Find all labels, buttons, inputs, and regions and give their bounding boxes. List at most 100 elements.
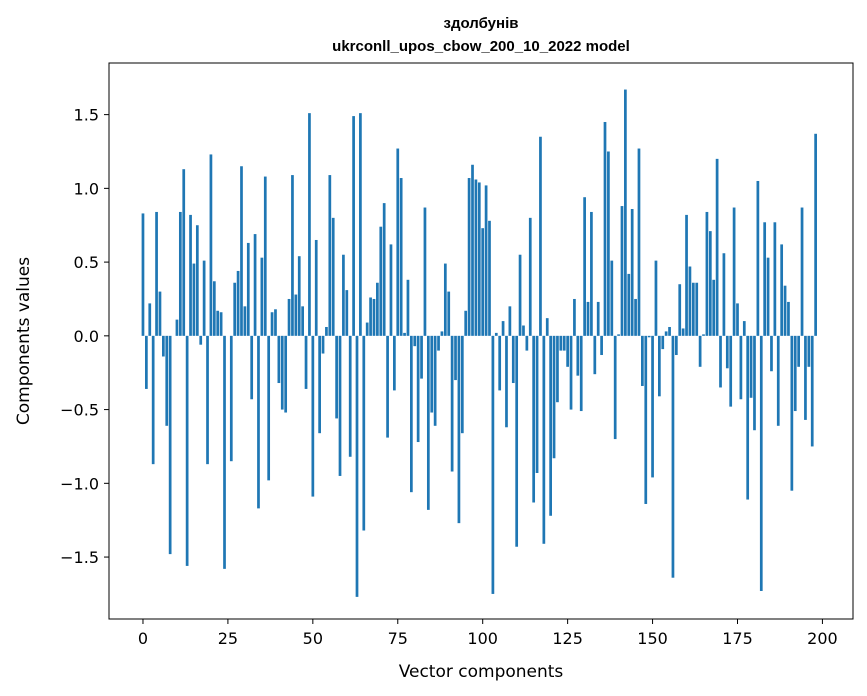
bar-component-160 bbox=[685, 214, 688, 336]
bar-component-1 bbox=[145, 335, 148, 389]
bar-component-82 bbox=[420, 335, 423, 379]
bar-component-181 bbox=[756, 180, 760, 336]
x-tick-label: 200 bbox=[807, 629, 838, 648]
bar-component-70 bbox=[379, 226, 383, 336]
x-tick-label: 125 bbox=[552, 629, 583, 648]
bar-component-178 bbox=[746, 335, 750, 500]
bar-component-156 bbox=[671, 335, 675, 578]
bar-component-134 bbox=[596, 301, 600, 336]
bar-component-51 bbox=[314, 239, 318, 336]
bar-component-105 bbox=[498, 335, 502, 391]
bar-component-22 bbox=[216, 310, 220, 336]
bar-component-98 bbox=[474, 179, 478, 336]
bar-component-29 bbox=[240, 166, 243, 336]
bar-component-72 bbox=[386, 335, 389, 438]
bar-component-165 bbox=[702, 334, 705, 336]
bar-component-186 bbox=[773, 222, 777, 336]
bar-component-133 bbox=[593, 335, 597, 375]
bar-component-78 bbox=[406, 279, 410, 336]
bar-component-192 bbox=[793, 335, 797, 412]
bar-component-136 bbox=[603, 121, 607, 336]
bar-component-49 bbox=[308, 113, 311, 336]
bar-component-117 bbox=[539, 136, 542, 336]
bar-component-113 bbox=[525, 335, 529, 351]
bar-component-90 bbox=[447, 291, 451, 336]
bar-component-193 bbox=[797, 335, 800, 367]
y-tick-label: 1.0 bbox=[74, 179, 99, 198]
bar-component-101 bbox=[484, 185, 488, 336]
bar-component-28 bbox=[236, 270, 240, 336]
bar-component-92 bbox=[454, 335, 457, 381]
bar-component-102 bbox=[488, 220, 491, 336]
bar-component-172 bbox=[725, 335, 729, 369]
bar-component-54 bbox=[325, 326, 328, 336]
bar-component-65 bbox=[362, 335, 366, 531]
bar-component-79 bbox=[410, 335, 413, 493]
bar-component-47 bbox=[301, 306, 304, 336]
bar-component-151 bbox=[654, 260, 658, 336]
bar-component-4 bbox=[155, 211, 158, 336]
x-tick-label: 75 bbox=[388, 629, 408, 648]
bar-component-31 bbox=[246, 242, 250, 336]
bar-component-77 bbox=[403, 332, 406, 336]
x-tick-label: 25 bbox=[218, 629, 238, 648]
x-axis-label: Vector components bbox=[399, 662, 564, 682]
bar-component-184 bbox=[766, 257, 770, 336]
bar-component-153 bbox=[661, 335, 665, 350]
bar-component-60 bbox=[345, 290, 349, 336]
bar-component-189 bbox=[783, 285, 787, 336]
bar-component-76 bbox=[399, 178, 403, 336]
bar-component-170 bbox=[719, 335, 722, 388]
bar-component-43 bbox=[287, 298, 291, 336]
bar-component-19 bbox=[206, 335, 209, 465]
bar-component-107 bbox=[505, 335, 508, 428]
bar-component-32 bbox=[250, 335, 254, 400]
bar-component-34 bbox=[257, 335, 260, 509]
bar-component-162 bbox=[691, 282, 695, 336]
bar-component-190 bbox=[787, 301, 790, 336]
bar-component-67 bbox=[369, 297, 372, 336]
x-tick-label: 175 bbox=[722, 629, 753, 648]
bar-component-187 bbox=[776, 335, 780, 426]
bar-component-66 bbox=[365, 322, 369, 336]
bars-group bbox=[141, 89, 817, 597]
bar-component-61 bbox=[348, 335, 352, 457]
bar-component-17 bbox=[199, 335, 203, 345]
bar-component-41 bbox=[280, 335, 284, 410]
bar-component-18 bbox=[202, 260, 206, 336]
bar-component-110 bbox=[515, 335, 519, 547]
bar-component-20 bbox=[209, 154, 213, 336]
bar-component-174 bbox=[732, 207, 736, 336]
bar-component-179 bbox=[749, 335, 753, 398]
bar-component-112 bbox=[522, 325, 525, 336]
bar-component-180 bbox=[753, 335, 756, 431]
bar-component-14 bbox=[189, 214, 192, 336]
bar-component-140 bbox=[617, 334, 620, 336]
bar-component-93 bbox=[457, 335, 461, 524]
bar-component-188 bbox=[780, 244, 784, 336]
bar-component-158 bbox=[678, 284, 682, 336]
bar-component-59 bbox=[342, 254, 345, 336]
bar-component-168 bbox=[712, 279, 716, 336]
bar-component-106 bbox=[501, 321, 505, 336]
x-tick-label: 100 bbox=[467, 629, 498, 648]
bar-component-138 bbox=[610, 260, 614, 336]
bar-component-64 bbox=[359, 113, 362, 336]
bar-component-118 bbox=[542, 335, 546, 544]
bar-component-35 bbox=[260, 257, 264, 336]
bar-component-10 bbox=[175, 319, 179, 336]
bar-component-100 bbox=[481, 228, 485, 336]
bar-component-52 bbox=[318, 335, 321, 434]
y-axis-ticks: −1.5 −1.0 −0.5 0.0 0.5 1.0 1.5 bbox=[60, 106, 109, 567]
x-tick-label: 50 bbox=[303, 629, 323, 648]
y-axis-label: Components values bbox=[14, 257, 34, 425]
bar-component-40 bbox=[277, 335, 281, 384]
bar-component-194 bbox=[800, 207, 804, 336]
bar-component-0 bbox=[141, 213, 145, 336]
bar-component-124 bbox=[562, 335, 566, 351]
bar-component-128 bbox=[576, 335, 580, 376]
bar-component-99 bbox=[477, 182, 481, 336]
bar-component-63 bbox=[355, 335, 359, 597]
bar-component-148 bbox=[644, 335, 648, 504]
bar-component-108 bbox=[508, 306, 512, 336]
